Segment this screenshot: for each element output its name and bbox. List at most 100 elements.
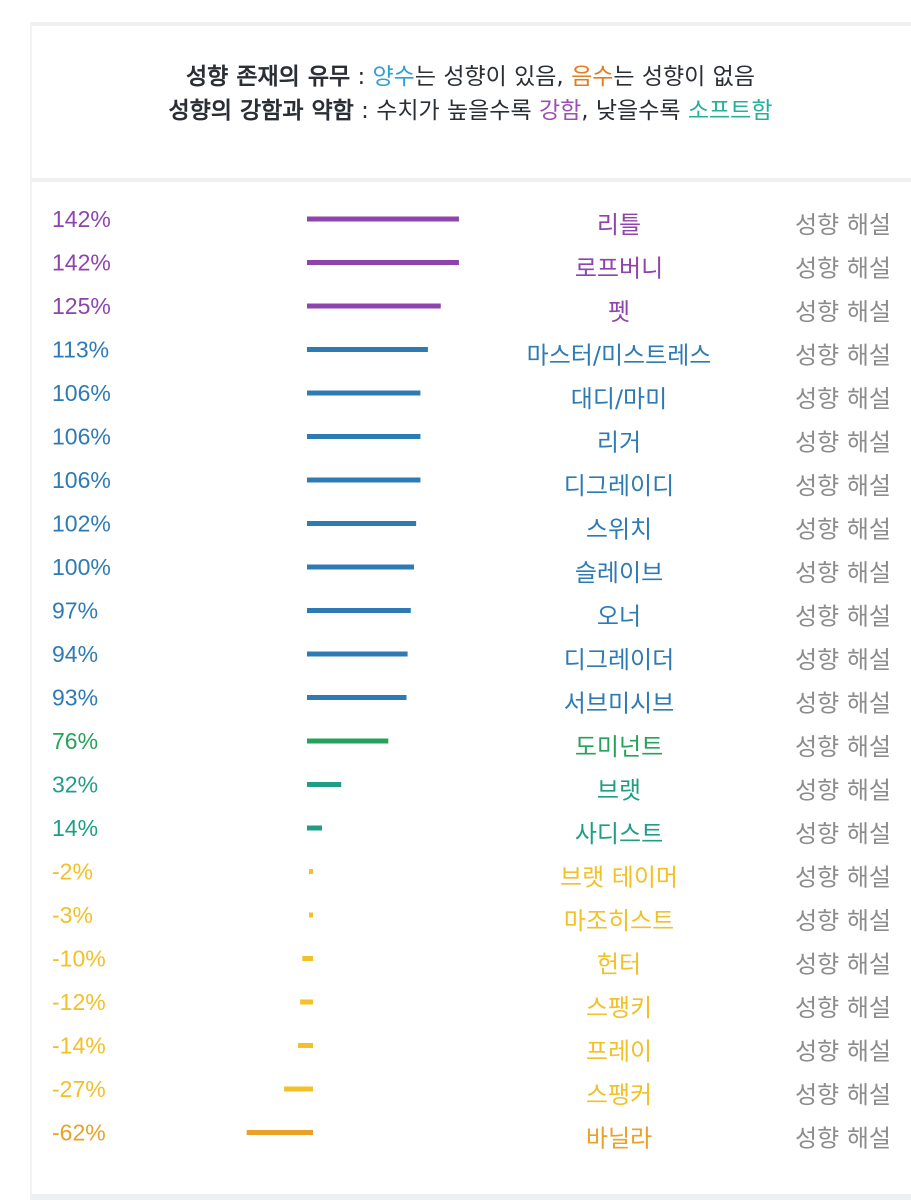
tendency-description-link-16[interactable]: 성향 해설 [795,864,891,892]
category-label-19: 스팽키 [586,994,652,1022]
bar-14 [307,782,342,787]
tendency-description-link-10[interactable]: 성향 해설 [795,603,891,631]
legend-line-intensity: 성향의 강함과 약함 : 수치가 높을수록 강함, 낮을수록 소프트함 [30,94,911,128]
bar-20 [298,1043,313,1048]
category-label-13: 도미넌트 [575,733,663,761]
tendency-description-link-4[interactable]: 성향 해설 [795,342,891,370]
value-label-22: -62% [52,1120,106,1146]
value-label-2: 142% [52,250,111,276]
category-label-6: 리거 [597,429,641,457]
tendency-description-link-15[interactable]: 성향 해설 [795,820,891,848]
bar-10 [307,608,411,613]
legend-presence-label: 성향 존재의 유무 [186,64,351,90]
tendency-description-link-11[interactable]: 성향 해설 [795,646,891,674]
legend-soft-word: 소프트함 [687,98,773,124]
bar-9 [307,564,414,570]
legend-strong-word: 강함 [538,98,582,124]
value-label-5: 106% [52,380,111,406]
category-label-17: 마조히스트 [564,907,674,935]
bar-15 [307,825,322,831]
tendency-description-link-20[interactable]: 성향 해설 [795,1038,891,1066]
bar-19 [300,999,313,1005]
value-label-6: 106% [52,424,111,450]
value-label-3: 125% [52,293,111,319]
bar-8 [307,521,417,526]
category-label-22: 바닐라 [586,1125,652,1153]
top-divider [30,22,911,26]
category-label-16: 브랫 테이머 [560,864,678,892]
bar-6 [307,434,421,439]
bar-22 [246,1130,313,1135]
tendency-description-link-17[interactable]: 성향 해설 [795,907,891,935]
value-label-1: 142% [52,206,111,232]
category-label-3: 펫 [608,298,630,326]
category-label-21: 스팽커 [586,1081,652,1109]
value-label-16: -2% [52,859,93,885]
value-label-15: 14% [52,815,98,841]
category-label-12: 서브미시브 [564,690,674,718]
category-label-9: 슬레이브 [575,559,663,587]
legend-negative-word: 음수 [571,64,614,90]
tendency-description-link-21[interactable]: 성향 해설 [795,1081,891,1109]
bar-7 [307,477,421,483]
tendency-description-link-7[interactable]: 성향 해설 [795,472,891,500]
tendency-description-link-22[interactable]: 성향 해설 [795,1125,891,1153]
bar-18 [302,956,313,961]
category-label-20: 프레이 [586,1038,652,1066]
value-label-4: 113% [52,337,109,363]
legend-positive-text: 는 성향이 있음, [414,64,572,90]
tendency-description-link-5[interactable]: 성향 해설 [795,385,891,413]
bottom-divider [30,1194,911,1200]
value-label-18: -10% [52,946,106,972]
bar-21 [284,1086,313,1092]
category-label-15: 사디스트 [575,820,663,848]
tendency-description-link-19[interactable]: 성향 해설 [795,994,891,1022]
tendency-description-link-3[interactable]: 성향 해설 [795,298,891,326]
tendency-description-link-14[interactable]: 성향 해설 [795,777,891,805]
tendency-description-link-2[interactable]: 성향 해설 [795,255,891,283]
frame-left-border [30,24,32,1200]
value-label-7: 106% [52,467,111,493]
legend-positive-word: 양수 [372,64,415,90]
value-label-11: 94% [52,641,98,667]
tendency-description-link-18[interactable]: 성향 해설 [795,951,891,979]
category-label-14: 브랫 [597,777,641,805]
category-label-10: 오너 [597,603,641,631]
tendency-description-link-1[interactable]: 성향 해설 [795,211,891,239]
bar-1 [307,216,459,222]
legend: 성향 존재의 유무 : 양수는 성향이 있음, 음수는 성향이 없음 성향의 강… [30,60,911,128]
legend-negative-text: 는 성향이 없음 [613,64,755,90]
tendency-description-link-13[interactable]: 성향 해설 [795,733,891,761]
bar-2 [307,260,459,265]
value-label-12: 93% [52,685,98,711]
bar-11 [307,651,408,657]
category-label-7: 디그레이디 [564,472,674,500]
bar-13 [307,738,389,744]
value-label-17: -3% [52,902,93,928]
legend-line-presence: 성향 존재의 유무 : 양수는 성향이 있음, 음수는 성향이 없음 [30,60,911,94]
bar-4 [307,347,428,352]
value-label-14: 32% [52,772,98,798]
value-label-21: -27% [52,1076,106,1102]
category-label-5: 대디/마미 [571,385,667,413]
category-label-11: 디그레이더 [564,646,674,674]
legend-intensity-mid: , 낮을수록 [581,98,688,124]
category-label-8: 스위치 [586,516,652,544]
tendency-description-link-6[interactable]: 성향 해설 [795,429,891,457]
category-label-4: 마스터/미스트레스 [527,342,712,370]
tendency-description-link-9[interactable]: 성향 해설 [795,559,891,587]
tendency-description-link-8[interactable]: 성향 해설 [795,516,891,544]
value-label-10: 97% [52,598,98,624]
value-label-20: -14% [52,1033,106,1059]
value-label-8: 102% [52,511,111,537]
legend-presence-sep: : [350,64,373,90]
value-label-19: -12% [52,989,106,1015]
bar-3 [307,303,441,309]
legend-intensity-label: 성향의 강함과 약함 [168,98,354,124]
bar-5 [307,390,421,396]
legend-divider [30,178,911,182]
tendency-description-link-12[interactable]: 성향 해설 [795,690,891,718]
bar-16 [309,869,313,874]
category-label-2: 로프버니 [575,255,663,283]
category-label-1: 리틀 [597,211,641,239]
